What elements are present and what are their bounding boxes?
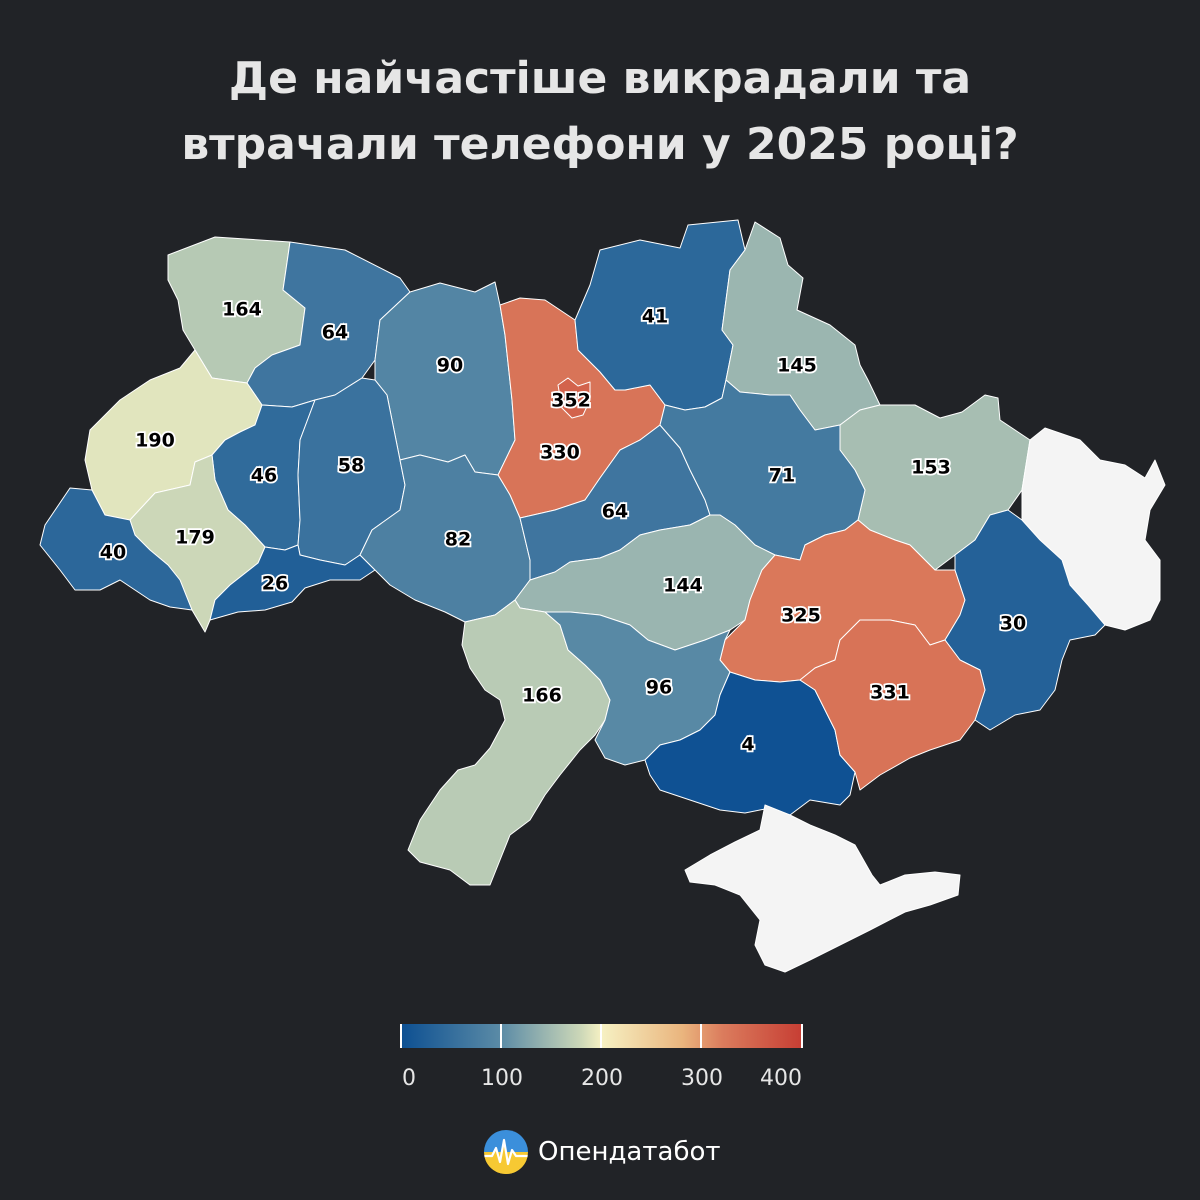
region-labels: 190 164 64 90 330 352 41 145 153 46 58 179 40 26 82 64 7… xyxy=(98,297,1028,758)
region-value-cherkasy: 64 xyxy=(602,501,628,523)
region-value-ternopil: 46 xyxy=(251,465,277,487)
region-value-kirovohrad: 144 xyxy=(663,575,703,597)
region-value-ivano-frankivsk: 179 xyxy=(175,527,215,549)
region-value-kyiv-oblast: 330 xyxy=(540,442,580,464)
legend-tick-300 xyxy=(700,1024,702,1048)
region-kyiv-city xyxy=(557,377,591,419)
region-zaporizhzhia xyxy=(799,619,986,791)
region-chernivtsi xyxy=(209,544,376,621)
region-value-kyiv-city: 352 xyxy=(551,390,591,412)
region-value-chernivtsi: 26 xyxy=(262,573,288,595)
chart-title-line-1: Де найчастіше викрадали та xyxy=(228,53,972,104)
region-value-volyn: 164 xyxy=(222,299,262,321)
chart-title-line-2: втрачали телефони у 2025 році? xyxy=(181,119,1019,170)
legend-label-100: 100 xyxy=(481,1066,523,1091)
region-value-poltava: 71 xyxy=(769,465,795,487)
color-legend: 0 100 200 300 400 xyxy=(400,1024,803,1091)
brand-name: Опендатабот xyxy=(538,1137,721,1167)
legend-label-0: 0 xyxy=(402,1066,416,1091)
legend-label-400: 400 xyxy=(760,1066,802,1091)
region-value-chernihiv: 41 xyxy=(642,306,668,328)
region-value-vinnytsia: 82 xyxy=(445,529,471,551)
region-value-kharkiv: 153 xyxy=(911,457,951,479)
region-value-rivne: 64 xyxy=(322,322,348,344)
region-value-khmelnytskyi: 58 xyxy=(338,455,364,477)
region-value-donetsk: 30 xyxy=(1000,613,1026,635)
region-value-odesa: 166 xyxy=(522,685,562,707)
opendatabot-logo-icon xyxy=(484,1130,528,1174)
legend-tick-0 xyxy=(400,1024,402,1048)
legend-label-300: 300 xyxy=(681,1066,723,1091)
legend-tick-100 xyxy=(500,1024,502,1048)
region-value-lviv: 190 xyxy=(135,430,175,452)
chart-title: Де найчастіше викрадали та втрачали теле… xyxy=(0,46,1200,178)
region-crimea xyxy=(684,804,961,973)
legend-tick-400 xyxy=(801,1024,803,1048)
region-value-dnipropetrovsk: 325 xyxy=(781,605,821,627)
region-value-kherson: 4 xyxy=(741,734,754,756)
brand: Опендатабот xyxy=(484,1130,721,1174)
legend-label-200: 200 xyxy=(581,1066,623,1091)
region-value-mykolaiv: 96 xyxy=(646,677,672,699)
region-value-sumy: 145 xyxy=(777,355,817,377)
legend-tick-200 xyxy=(600,1024,602,1048)
region-value-zakarpattia: 40 xyxy=(100,542,126,564)
region-shapes xyxy=(39,219,1166,973)
region-value-zaporizhzhia: 331 xyxy=(870,682,910,704)
region-zakarpattia xyxy=(39,487,193,611)
region-value-zhytomyr: 90 xyxy=(437,355,463,377)
ukraine-map: 190 164 64 90 330 352 41 145 153 46 58 179 40 26 82 64 7… xyxy=(39,219,1166,973)
